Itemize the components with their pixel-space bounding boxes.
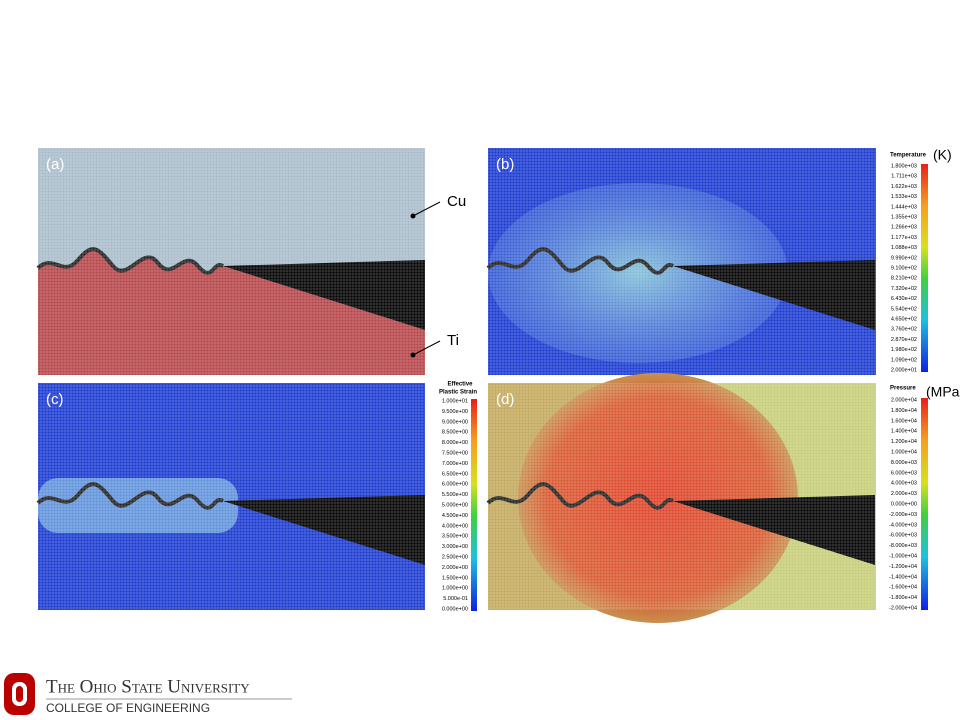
colorbar	[471, 399, 477, 611]
colorbar-label: 6.000e+00	[442, 482, 468, 488]
material-label: Ti	[447, 332, 459, 349]
leader	[412, 201, 441, 217]
colorbar-label: 7.320e+02	[891, 286, 917, 292]
colorbar-title: Effective	[447, 382, 473, 388]
colorbar-label: 1.000e+04	[891, 449, 917, 455]
colorbar-label: 8.000e+03	[891, 460, 917, 466]
colorbar-label: 1.266e+03	[891, 225, 917, 231]
colorbar-label: 1.622e+03	[891, 184, 917, 190]
colorbar-label: 6.000e+03	[891, 470, 917, 476]
colorbar-label: -1.000e+04	[889, 553, 917, 559]
colorbar-label: 2.870e+02	[891, 337, 917, 343]
colorbar-label: 1.533e+03	[891, 194, 917, 200]
colorbar-label: 1.800e+03	[891, 163, 917, 169]
colorbar-label: 1.800e+04	[891, 408, 917, 414]
colorbar	[921, 398, 928, 610]
colorbar-label: 1.500e+00	[442, 575, 468, 581]
colorbar-unit: (MPa)	[926, 384, 960, 400]
panel-a: (a)	[36, 148, 427, 375]
colorbar-label: 3.000e+00	[442, 544, 468, 550]
colorbar-label: 7.000e+00	[442, 461, 468, 467]
panel-c: (c)	[36, 383, 427, 610]
colorbar-label: 9.990e+02	[891, 255, 917, 261]
colorbar-label: 6.500e+00	[442, 471, 468, 477]
colorbar-label: -2.000e+04	[889, 605, 917, 611]
colorbar-label: 1.400e+04	[891, 429, 917, 435]
colorbar-label: 4.000e+00	[442, 523, 468, 529]
leader	[412, 340, 441, 356]
colorbar-label: 1.000e+01	[442, 398, 468, 404]
panel-label: (c)	[46, 391, 64, 408]
marker	[410, 213, 416, 219]
panel-label: (a)	[46, 156, 64, 173]
colorbar-label: -8.000e+03	[889, 543, 917, 549]
colorbar-label: 2.000e+00	[442, 565, 468, 571]
colorbar-label: 8.210e+02	[891, 276, 917, 282]
colorbar-label: 2.500e+00	[442, 554, 468, 560]
colorbar-label: 6.430e+02	[891, 296, 917, 302]
colorbar-label: -1.600e+04	[889, 585, 917, 591]
colorbar-label: 1.355e+03	[891, 214, 917, 220]
colorbar-label: 4.000e+03	[891, 481, 917, 487]
colorbar-label: 0.000e+00	[442, 606, 468, 612]
colorbar-label: 1.090e+02	[891, 357, 917, 363]
colorbar-label: 7.500e+00	[442, 450, 468, 456]
marker	[410, 352, 416, 358]
colorbar-label: 5.540e+02	[891, 306, 917, 312]
colorbar-label: 1.711e+03	[891, 174, 917, 180]
colorbar-title: Temperature	[890, 153, 927, 159]
material-label: Cu	[447, 193, 466, 210]
colorbar-label: 4.650e+02	[891, 316, 917, 322]
panel-d: (d)	[486, 373, 877, 623]
colorbar	[921, 164, 928, 372]
panel-b: (b)	[486, 148, 877, 375]
panel-label: (b)	[496, 156, 514, 173]
colorbar-label: -1.200e+04	[889, 564, 917, 570]
colorbar-label: -1.800e+04	[889, 595, 917, 601]
colorbar-label: 1.088e+03	[891, 245, 917, 251]
colorbar-label: -6.000e+03	[889, 533, 917, 539]
colorbar-label: 1.200e+04	[891, 439, 917, 445]
colorbar-label: 9.500e+00	[442, 409, 468, 415]
colorbar-unit: (K)	[933, 147, 952, 163]
colorbar-label: 5.000e-01	[443, 596, 468, 602]
colorbar-label: 5.500e+00	[442, 492, 468, 498]
colorbar-label: 1.177e+03	[891, 235, 917, 241]
panel-label: (d)	[496, 391, 514, 408]
university-name: The Ohio State University	[46, 676, 250, 697]
colorbar-label: -1.400e+04	[889, 574, 917, 580]
colorbar-label: 3.500e+00	[442, 534, 468, 540]
colorbar-title: Plastic Strain	[439, 390, 477, 396]
colorbar-label: 3.760e+02	[891, 327, 917, 333]
colorbar-label: 9.100e+02	[891, 265, 917, 271]
colorbar-label: 1.600e+04	[891, 418, 917, 424]
colorbar-label: 1.000e+00	[442, 586, 468, 592]
colorbar-label: 0.000e+00	[891, 501, 917, 507]
colorbar-label: 8.500e+00	[442, 430, 468, 436]
colorbar-title: Pressure	[890, 386, 916, 392]
colorbar-label: 5.000e+00	[442, 502, 468, 508]
colorbar-label: 2.000e+03	[891, 491, 917, 497]
colorbar-label: 9.000e+00	[442, 419, 468, 425]
colorbar-label: 2.000e+04	[891, 397, 917, 403]
colorbar-label: 1.980e+02	[891, 347, 917, 353]
colorbar-label: 2.000e+01	[891, 367, 917, 373]
colorbar-label: 8.000e+00	[442, 440, 468, 446]
college-name: COLLEGE OF ENGINEERING	[46, 701, 210, 715]
logo	[4, 673, 35, 715]
colorbar-label: 1.444e+03	[891, 204, 917, 210]
colorbar-label: -2.000e+03	[889, 512, 917, 518]
colorbar-label: 4.500e+00	[442, 513, 468, 519]
colorbar-label: -4.000e+03	[889, 522, 917, 528]
